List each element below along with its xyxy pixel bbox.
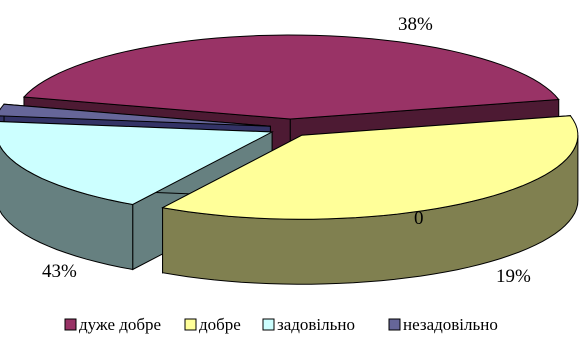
legend-swatch-nezadovilno <box>388 318 401 331</box>
slice-top-nezadovilno <box>0 103 271 127</box>
legend-label-zadovilno: задовільно <box>277 315 355 334</box>
legend-swatch-duzhe-dobre <box>64 318 77 331</box>
legend-label-nezadovilno: незадовільно <box>403 315 498 334</box>
legend: дуже добре добре задовільно незадовільно <box>64 315 498 334</box>
legend-label-dobre: добре <box>199 315 241 334</box>
slice-top-dobre <box>161 115 579 220</box>
data-label-zadovilno: 19% <box>496 266 531 287</box>
data-label-dobre: 38% <box>398 14 433 35</box>
legend-item-zadovilno: задовільно <box>262 315 355 334</box>
legend-swatch-zadovilno <box>262 318 275 331</box>
legend-item-dobre: добре <box>184 315 241 334</box>
data-label-nezadovilno: 0 <box>414 208 424 229</box>
pie-slices <box>0 34 579 285</box>
legend-item-duzhe-dobre: дуже добре <box>64 315 161 334</box>
data-label-duzhe-dobre: 43% <box>42 261 77 282</box>
slice-top-zadovilno <box>0 121 274 206</box>
legend-label-duzhe-dobre: дуже добре <box>79 315 161 334</box>
legend-item-nezadovilno: незадовільно <box>388 315 498 334</box>
slice-dobre <box>161 115 579 285</box>
legend-swatch-dobre <box>184 318 197 331</box>
slice-top-duzhe-dobre <box>22 34 560 120</box>
